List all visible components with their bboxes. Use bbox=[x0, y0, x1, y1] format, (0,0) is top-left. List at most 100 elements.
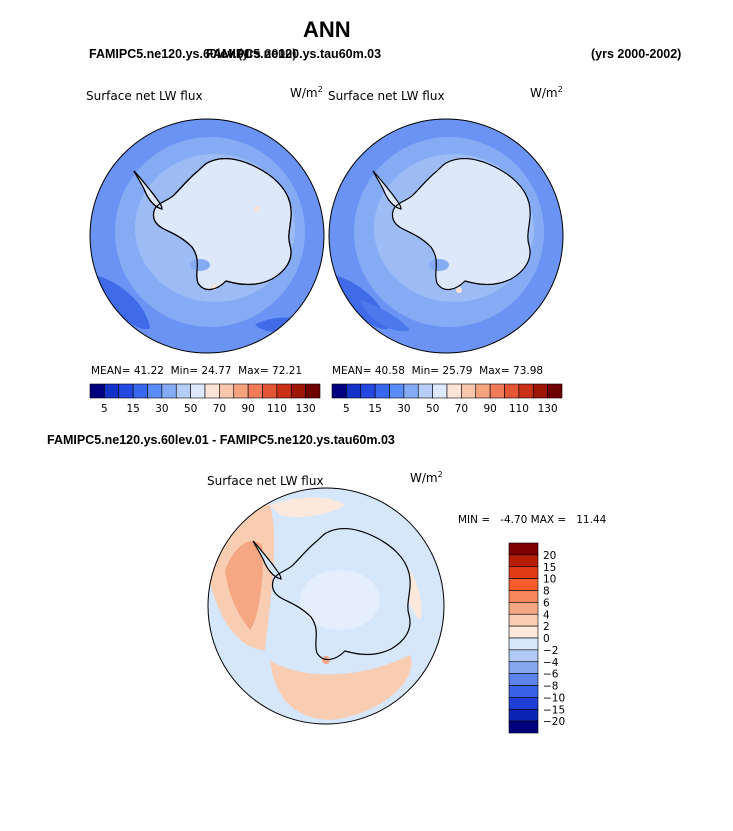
colorbar-swatch bbox=[219, 383, 235, 399]
colorbar-tick-label: −2 bbox=[543, 645, 558, 657]
colorbar-swatch bbox=[508, 625, 539, 639]
right-stats: MEAN= 40.58 Min= 25.79 Max= 73.98 bbox=[332, 365, 544, 377]
colorbar-tick-label: 15 bbox=[126, 403, 139, 415]
colorbar-swatch bbox=[508, 590, 539, 603]
colorbar-swatch bbox=[508, 708, 539, 722]
colorbar-tick-label: 50 bbox=[426, 403, 439, 415]
colorbar-swatch bbox=[89, 383, 105, 399]
colorbar-tick-label: 2 bbox=[543, 621, 550, 633]
colorbar-swatch bbox=[508, 578, 539, 591]
colorbar-swatch bbox=[276, 383, 292, 399]
colorbar-tick-label: 8 bbox=[543, 586, 550, 598]
diff-panel-units: W/m2 bbox=[410, 470, 443, 485]
colorbar-tick-label: 15 bbox=[368, 403, 381, 415]
years-label: (yrs 2000-2002) bbox=[591, 47, 682, 61]
figure-title: ANN bbox=[303, 17, 351, 42]
diff-map bbox=[208, 488, 444, 724]
colorbar-swatch bbox=[190, 383, 206, 399]
diff-map-border bbox=[207, 487, 445, 725]
colorbar-tick-label: 70 bbox=[213, 403, 226, 415]
colorbar-swatch bbox=[262, 383, 278, 399]
diff-title: FAMIPC5.ne120.ys.60lev.01 - FAMIPC5.ne12… bbox=[47, 433, 395, 447]
left-colorbar: 5 15 30 50 70 90 110 130 bbox=[89, 383, 321, 415]
right-panel-label: Surface net LW flux bbox=[328, 89, 445, 103]
right-map bbox=[329, 119, 563, 353]
colorbar-tick-label: 4 bbox=[543, 609, 550, 621]
colorbar-swatch bbox=[508, 542, 539, 556]
colorbar-tick-label: −8 bbox=[543, 681, 558, 693]
colorbar-swatch bbox=[508, 661, 539, 674]
colorbar-swatch bbox=[331, 383, 347, 399]
colorbar-tick-label: 110 bbox=[267, 403, 287, 415]
colorbar-swatch bbox=[175, 383, 191, 399]
colorbar-swatch bbox=[403, 383, 419, 399]
right-map-border bbox=[328, 118, 564, 354]
colorbar-swatch bbox=[508, 649, 539, 663]
left-map bbox=[90, 119, 324, 353]
left-case-title: FAMIPC5.ne120.ys.60lev.01 bbox=[89, 47, 251, 61]
colorbar-tick-label: −6 bbox=[543, 669, 559, 681]
colorbar-tick-label: 5 bbox=[343, 403, 350, 415]
diff-stats: MIN = -4.70 MAX = 11.44 bbox=[458, 514, 607, 526]
colorbar-tick-label: 6 bbox=[543, 597, 550, 609]
diff-panel-label: Surface net LW flux bbox=[207, 474, 324, 488]
right-colorbar: 5 15 30 50 70 90 110 130 bbox=[331, 383, 563, 415]
colorbar-swatch bbox=[508, 554, 539, 568]
colorbar-swatch bbox=[518, 383, 534, 399]
colorbar-swatch bbox=[360, 383, 376, 399]
colorbar-swatch bbox=[161, 383, 177, 399]
right-panel-units: W/m2 bbox=[530, 85, 563, 100]
colorbar-swatch bbox=[475, 383, 491, 399]
colorbar-swatch bbox=[132, 383, 148, 399]
colorbar-swatch bbox=[508, 613, 539, 627]
colorbar-tick-label: 130 bbox=[538, 403, 558, 415]
colorbar-tick-label: −4 bbox=[543, 657, 559, 669]
right-case-title: FAMIPC5.ne120.ys.tau60m.03 bbox=[206, 47, 382, 61]
colorbar-tick-label: −20 bbox=[543, 716, 565, 728]
colorbar-swatch bbox=[247, 383, 263, 399]
left-panel-label: Surface net LW flux bbox=[86, 89, 203, 103]
colorbar-tick-label: 30 bbox=[397, 403, 410, 415]
colorbar-swatch bbox=[508, 602, 539, 615]
colorbar-tick-label: 30 bbox=[155, 403, 168, 415]
colorbar-swatch bbox=[204, 383, 220, 399]
colorbar-tick-label: −15 bbox=[543, 704, 565, 716]
colorbar-tick-label: 70 bbox=[455, 403, 468, 415]
colorbar-tick-label: 90 bbox=[241, 403, 254, 415]
colorbar-tick-label: 10 bbox=[543, 574, 556, 586]
colorbar-swatch bbox=[346, 383, 362, 399]
colorbar-swatch bbox=[118, 383, 134, 399]
colorbar-tick-label: −10 bbox=[543, 692, 565, 704]
colorbar-swatch bbox=[305, 383, 321, 399]
colorbar-swatch bbox=[147, 383, 163, 399]
colorbar-swatch bbox=[489, 383, 505, 399]
colorbar-swatch bbox=[432, 383, 448, 399]
colorbar-swatch bbox=[508, 685, 539, 698]
colorbar-swatch bbox=[508, 720, 539, 734]
colorbar-swatch bbox=[290, 383, 306, 399]
colorbar-swatch bbox=[233, 383, 249, 399]
colorbar-swatch bbox=[446, 383, 462, 399]
colorbar-swatch bbox=[417, 383, 433, 399]
colorbar-swatch bbox=[508, 637, 539, 651]
colorbar-tick-label: 110 bbox=[509, 403, 529, 415]
left-panel-units: W/m2 bbox=[290, 85, 323, 100]
left-stats: MEAN= 41.22 Min= 24.77 Max= 72.21 bbox=[91, 365, 303, 377]
colorbar-swatch bbox=[547, 383, 563, 399]
left-years-overlap: (yrs 2000) bbox=[238, 47, 297, 61]
colorbar-swatch bbox=[508, 697, 539, 710]
colorbar-swatch bbox=[374, 383, 390, 399]
colorbar-tick-label: 0 bbox=[543, 633, 550, 645]
colorbar-swatch bbox=[532, 383, 548, 399]
colorbar-tick-label: 20 bbox=[543, 550, 556, 562]
left-map-border bbox=[89, 118, 325, 354]
colorbar-swatch bbox=[504, 383, 520, 399]
colorbar-swatch bbox=[508, 673, 539, 686]
colorbar-tick-label: 130 bbox=[296, 403, 316, 415]
colorbar-tick-label: 5 bbox=[101, 403, 108, 415]
colorbar-tick-label: 15 bbox=[543, 562, 556, 574]
colorbar-tick-label: 90 bbox=[483, 403, 496, 415]
colorbar-tick-label: 50 bbox=[184, 403, 197, 415]
colorbar-swatch bbox=[104, 383, 120, 399]
